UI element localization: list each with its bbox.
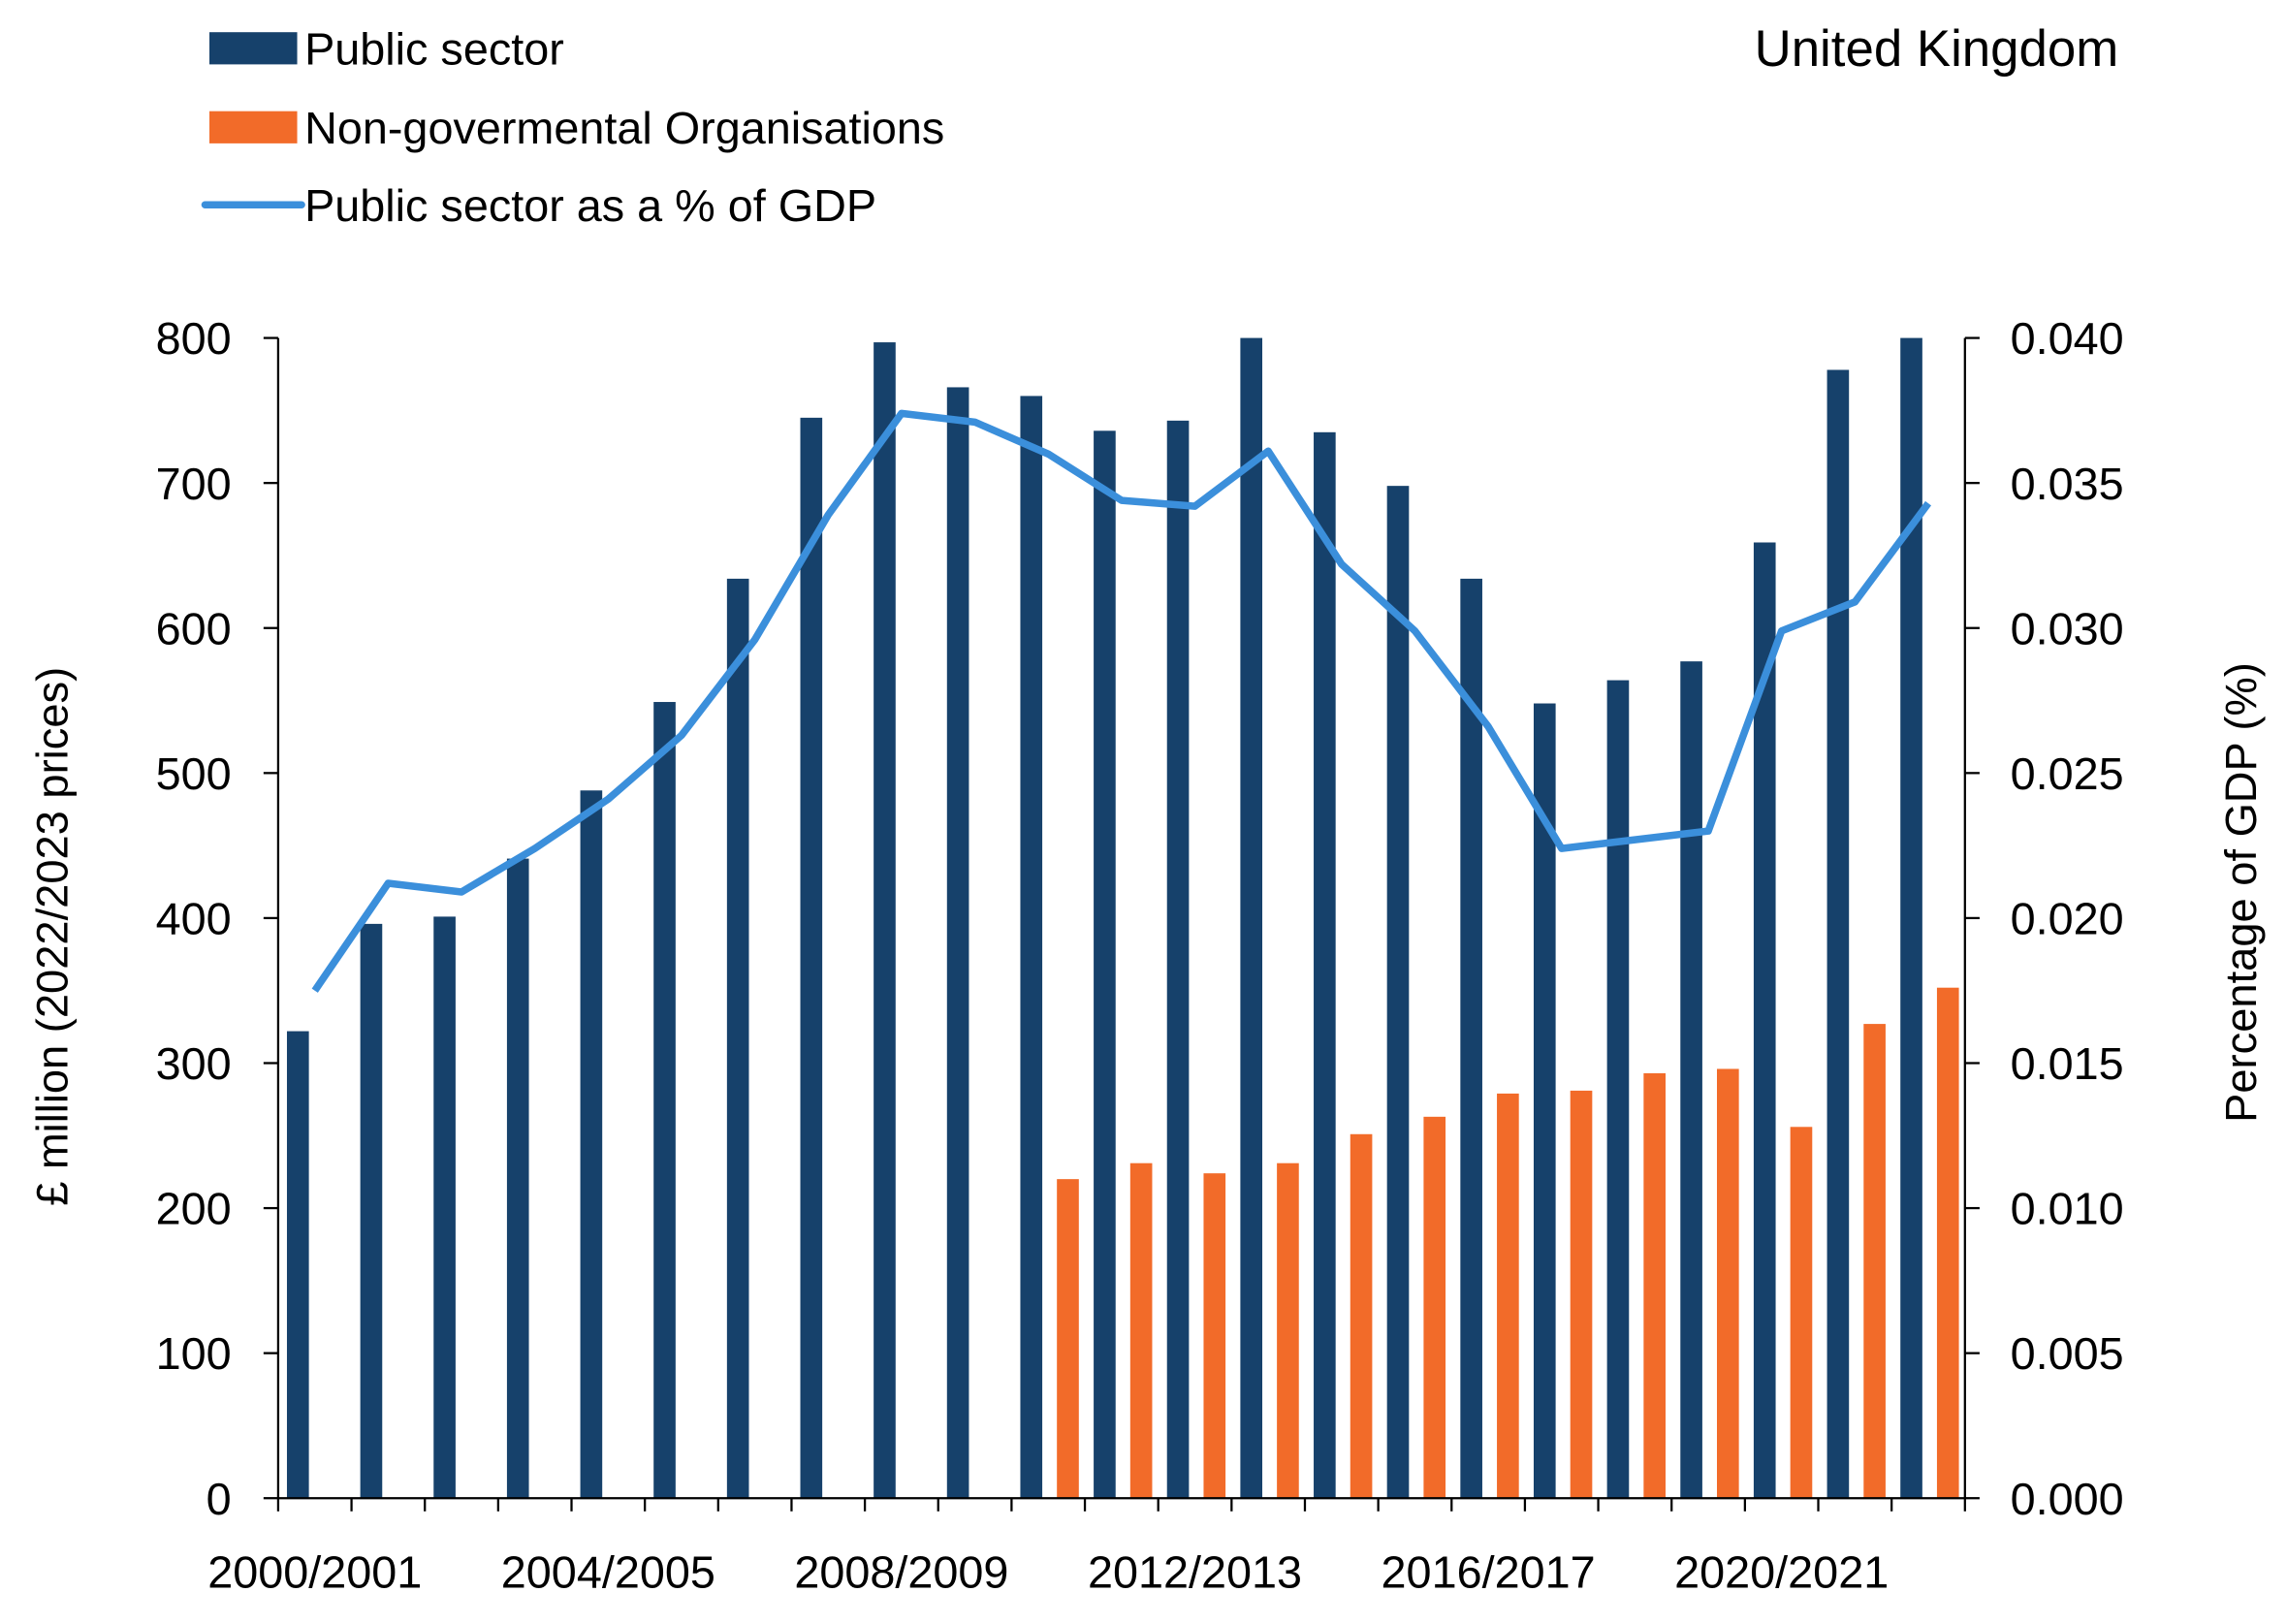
bar-ngo: [1423, 1116, 1446, 1499]
bar-public-sector: [1900, 337, 1922, 1499]
y-right-tick-label: 0.005: [2011, 1328, 2124, 1379]
bar-public-sector: [874, 342, 896, 1499]
y-right-tick-label: 0.000: [2011, 1474, 2124, 1524]
x-tick-label: 2004/2005: [501, 1546, 715, 1597]
bar-public-sector: [653, 702, 676, 1499]
legend-label: Public sector: [304, 23, 564, 74]
y-axis-label: £ million (2022/2023 prices): [28, 667, 78, 1206]
y-tick-label: 200: [156, 1184, 232, 1234]
legend-swatch-ngo: [208, 111, 298, 143]
y-tick-label: 700: [156, 459, 232, 509]
bar-ngo: [1716, 1068, 1739, 1499]
bar-public-sector: [1753, 542, 1776, 1499]
bar-public-sector: [1020, 396, 1043, 1499]
bar-public-sector: [726, 578, 749, 1499]
y-right-tick-label: 0.040: [2011, 313, 2124, 364]
bar-ngo: [1936, 987, 1959, 1499]
bar-public-sector: [1240, 337, 1263, 1499]
y-tick-label: 300: [156, 1038, 232, 1089]
legend-swatch-public-sector: [208, 32, 298, 65]
y-tick-label: 400: [156, 894, 232, 944]
bar-ngo: [1863, 1024, 1886, 1499]
bar-public-sector: [1386, 486, 1410, 1499]
x-tick-label: 2016/2017: [1382, 1546, 1596, 1597]
y-tick-label: 800: [156, 313, 232, 364]
y-tick-label: 600: [156, 603, 232, 653]
bar-ngo: [1570, 1090, 1593, 1499]
x-tick-label: 2008/2009: [794, 1546, 1008, 1597]
y-tick-label: 100: [156, 1328, 232, 1379]
y-tick-label: 0: [206, 1474, 232, 1524]
plot-area: 0 100 200 300 400 500 600 700 800 0.000 0.005 0.010…: [156, 313, 2124, 1597]
bar-ngo: [1350, 1133, 1373, 1499]
y-right-tick-label: 0.030: [2011, 603, 2124, 653]
bar-public-sector: [946, 387, 969, 1499]
bar-public-sector: [286, 1031, 309, 1499]
legend: Public sector Non-govermental Organisatio…: [201, 23, 944, 231]
y-right-tick-label: 0.035: [2011, 459, 2124, 509]
bar-public-sector: [1460, 578, 1482, 1499]
y-right-tick-label: 0.015: [2011, 1038, 2124, 1089]
bar-ngo: [1057, 1179, 1079, 1499]
bar-public-sector: [1606, 680, 1630, 1499]
bar-ngo: [1497, 1093, 1519, 1499]
y-tick-label: 500: [156, 748, 232, 799]
bar-public-sector: [1680, 661, 1702, 1499]
legend-label: Public sector as a % of GDP: [304, 180, 876, 231]
bar-public-sector: [1166, 420, 1190, 1499]
bar-public-sector: [1826, 369, 1850, 1499]
bar-public-sector: [800, 417, 823, 1499]
bar-ngo: [1277, 1162, 1299, 1499]
bar-public-sector: [506, 858, 529, 1499]
bar-public-sector: [433, 916, 456, 1499]
y-right-tick-label: 0.020: [2011, 894, 2124, 944]
bar-ngo: [1790, 1127, 1813, 1499]
legend-label: Non-govermental Organisations: [304, 103, 944, 153]
bar-public-sector: [580, 790, 603, 1499]
y-axis-right-label: Percentage of GDP (%): [2216, 662, 2266, 1123]
bar-public-sector: [1314, 431, 1336, 1499]
bar-ngo: [1203, 1173, 1226, 1499]
region-label: United Kingdom: [1755, 20, 2119, 78]
bar-public-sector: [1533, 703, 1556, 1499]
x-tick-label: 2020/2021: [1674, 1546, 1889, 1597]
bar-public-sector: [1094, 430, 1116, 1499]
bar-ngo: [1643, 1072, 1666, 1499]
y-right-tick-label: 0.010: [2011, 1184, 2124, 1234]
x-tick-label: 2000/2001: [207, 1546, 422, 1597]
bar-ngo: [1129, 1162, 1153, 1499]
x-tick-label: 2012/2013: [1088, 1546, 1302, 1597]
bar-public-sector: [360, 923, 383, 1499]
y-right-tick-label: 0.025: [2011, 748, 2124, 799]
